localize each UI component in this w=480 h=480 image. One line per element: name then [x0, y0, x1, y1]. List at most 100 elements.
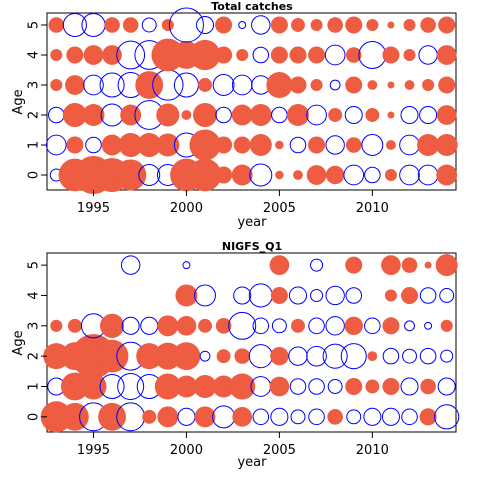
bubble-2005-age-3 [266, 71, 293, 99]
panel-nigfs-q1: NIGFS_Q1 1995 2000 2005 2010 0 1 2 3 4 5 year Ag… [11, 240, 460, 470]
bubble-1995-age-2 [82, 104, 105, 126]
bubble-2001-age-0 [188, 158, 222, 192]
bubble-2007-age-1 [308, 136, 326, 154]
bubble-2003-age-5 [238, 21, 247, 29]
bubble-2003-age-4 [236, 48, 249, 62]
bubble-2005-age-2 [271, 106, 288, 124]
y-axis-label: Age [11, 89, 26, 114]
bubble-2007-age-1 [308, 378, 325, 395]
bubble-2013-age-5 [424, 261, 432, 269]
bubble-2001-age-0 [194, 406, 216, 428]
bubble-2014-age-2 [440, 349, 454, 363]
y-tick-label: 3 [27, 81, 42, 89]
bubble-2009-age-0 [346, 409, 362, 425]
bubble-1994-age-0 [60, 402, 89, 431]
bubble-2011-age-1 [386, 140, 396, 150]
bubble-2011-age-3 [387, 81, 395, 89]
bubble-2014-age-2 [436, 105, 457, 125]
bubble-2012-age-4 [403, 48, 416, 62]
bubble-2001-age-2 [192, 102, 218, 128]
bubble-2014-age-4 [439, 288, 455, 303]
panel-title: NIGFS_Q1 [222, 240, 282, 253]
bubble-2013-age-2 [419, 105, 438, 125]
bubble-2005-age-5 [270, 16, 288, 34]
bubble-2012-age-4 [401, 286, 419, 304]
bubble-2001-age-4 [194, 284, 216, 307]
bubble-2012-age-5 [401, 257, 418, 273]
bubble-2009-age-4 [345, 47, 362, 63]
bubble-1995-age-1 [80, 373, 107, 400]
bubble-2000-age-3 [173, 72, 199, 98]
bubble-2005-age-1 [275, 140, 284, 150]
bubble-1998-age-0 [138, 164, 161, 186]
bubble-2001-age-1 [193, 374, 217, 399]
bubble-2003-age-0 [231, 164, 253, 186]
bubble-2002-age-3 [212, 74, 235, 96]
bubble-1994-age-1 [60, 372, 89, 401]
bubble-2006-age-1 [289, 136, 307, 154]
bubble-1998-age-2 [136, 343, 163, 370]
bubble-2011-age-5 [381, 255, 401, 275]
bubble-1996-age-4 [102, 45, 122, 65]
bubble-2006-age-4 [288, 286, 307, 305]
bubble-2009-age-4 [345, 287, 363, 304]
bubble-1996-age-3 [100, 313, 125, 338]
bubble-2013-age-2 [419, 347, 437, 365]
bubble-2014-age-1 [437, 377, 456, 396]
bubble-2000-age-0 [177, 407, 196, 426]
bubble-1996-age-1 [99, 373, 125, 400]
bubble-1995-age-5 [81, 12, 106, 38]
y-tick-label: 0 [27, 171, 42, 179]
bubble-1997-age-0 [115, 159, 147, 191]
bubble-2004-age-3 [252, 317, 270, 335]
bubble-2007-age-0 [308, 408, 325, 426]
bubble-1994-age-5 [62, 12, 87, 38]
bubble-2010-age-1 [365, 379, 380, 394]
bubble-1997-age-1 [117, 372, 145, 401]
bubble-2010-age-2 [367, 351, 378, 362]
bubble-2001-age-2 [199, 350, 211, 362]
bubble-2005-age-4 [270, 286, 288, 304]
bubble-2006-age-2 [286, 104, 309, 126]
x-axis-label: year [237, 215, 267, 230]
bubble-1993-age-5 [48, 17, 65, 33]
bubble-2001-age-3 [198, 78, 212, 92]
bubble-2012-age-3 [404, 80, 415, 90]
bubble-2006-age-0 [293, 170, 303, 180]
bubble-1994-age-1 [66, 136, 84, 154]
bubble-2000-age-3 [176, 315, 197, 336]
bubble-2001-age-1 [189, 129, 221, 161]
bubble-1995-age-1 [85, 136, 102, 154]
bubble-2009-age-2 [340, 343, 367, 370]
bubble-1997-age-1 [118, 132, 143, 158]
x-axis: 1995 2000 2005 2010 [77, 432, 389, 458]
bubble-2012-age-1 [399, 134, 420, 156]
bubble-1999-age-2 [156, 103, 180, 127]
bubble-2006-age-3 [289, 76, 307, 94]
bubble-2005-age-1 [269, 376, 290, 397]
bubble-1999-age-0 [157, 406, 179, 428]
bubble-2010-age-1 [361, 134, 384, 156]
bubble-2006-age-4 [289, 46, 307, 64]
bubble-1993-age-3 [50, 78, 63, 92]
bubble-2013-age-0 [417, 164, 439, 186]
bubble-2004-age-0 [252, 408, 270, 426]
bubble-2002-age-0 [215, 166, 233, 184]
bubble-2008-age-1 [327, 379, 343, 394]
bubble-2003-age-2 [231, 104, 253, 126]
bubble-2011-age-1 [382, 377, 400, 396]
y-axis: 0 1 2 3 4 5 [27, 261, 47, 421]
y-tick-label: 2 [27, 111, 42, 119]
bubble-2014-age-4 [436, 45, 457, 65]
bubble-2000-age-5 [182, 261, 191, 270]
bubble-2003-age-3 [228, 311, 257, 340]
y-tick-label: 0 [27, 413, 42, 421]
bubble-2005-age-0 [275, 170, 284, 180]
bubble-2009-age-5 [345, 16, 363, 34]
y-tick-label: 5 [27, 261, 42, 269]
bubble-1998-age-3 [135, 71, 164, 99]
bubble-2011-age-2 [387, 111, 395, 119]
bubble-2002-age-1 [212, 375, 235, 398]
bubble-2008-age-1 [325, 135, 345, 155]
bubble-1996-age-5 [104, 17, 120, 33]
